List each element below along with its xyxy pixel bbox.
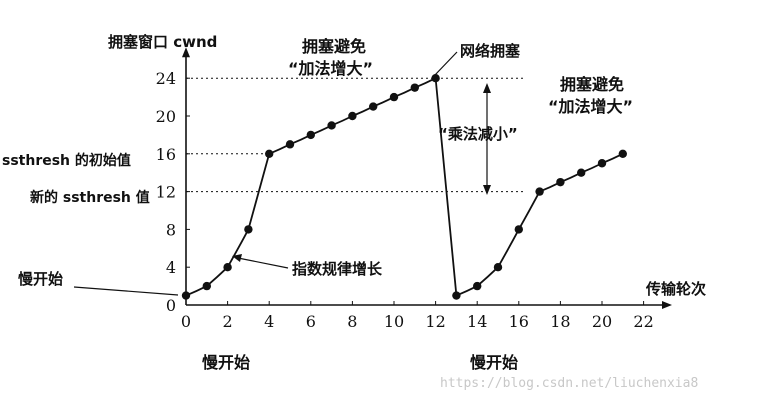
exponential-label: 指数规律增长	[292, 260, 383, 278]
slow-start-leader	[73, 286, 179, 296]
x-tick-label: 4	[264, 312, 274, 331]
x-tick-label: 2	[223, 312, 233, 331]
reference-lines	[186, 77, 525, 193]
data-point	[577, 168, 586, 177]
x-tick-label: 14	[467, 312, 487, 331]
data-point	[285, 140, 295, 149]
ca1-label-line2: “加法增大”	[288, 59, 373, 78]
data-point	[265, 149, 274, 158]
data-point	[369, 102, 378, 111]
x-tick-label: 20	[592, 312, 612, 331]
y-tick-label: 24	[156, 69, 176, 88]
congestion-leader	[433, 51, 458, 77]
data-point	[452, 291, 461, 300]
data-point	[493, 263, 503, 272]
data-point	[597, 159, 607, 168]
y-tick-label: 16	[156, 145, 176, 164]
multiplicative-arrow-down	[483, 185, 491, 195]
data-point	[244, 225, 253, 234]
multiplicative-label: “乘法减小”	[438, 125, 518, 143]
data-point	[306, 130, 315, 140]
ssthresh-initial-label: ssthresh 的初始值	[2, 152, 131, 169]
congestion-label: 网络拥塞	[460, 42, 521, 60]
x-tick-label: 18	[550, 312, 570, 331]
x-axis-label: 传输轮次	[645, 280, 706, 298]
ssthresh-new-label: 新的 ssthresh 值	[30, 189, 150, 206]
x-tick-label: 12	[425, 312, 445, 331]
x-tick-label: 22	[633, 312, 653, 331]
x-tick-label: 10	[384, 312, 404, 331]
y-tick-label: 20	[156, 107, 176, 126]
y-axis-label: 拥塞窗口 cwnd	[108, 33, 217, 51]
data-point	[348, 111, 357, 121]
data-point	[431, 74, 440, 83]
x-tick-label: 8	[347, 312, 357, 331]
multiplicative-arrow-up	[483, 83, 491, 93]
data-point	[410, 83, 419, 92]
data-point	[514, 225, 523, 234]
data-points	[181, 74, 627, 300]
data-point	[223, 263, 232, 272]
x-tick-label: 6	[306, 312, 316, 331]
data-point	[473, 281, 482, 291]
data-point	[389, 92, 399, 102]
slow-start-left-label: 慢开始	[18, 270, 63, 288]
data-point	[202, 281, 211, 291]
ca2-label-line2: “加法增大”	[548, 97, 633, 116]
y-tick-label: 12	[156, 183, 176, 202]
slow-start-bottom-label-2: 慢开始	[470, 353, 518, 372]
y-axis-arrow	[182, 47, 190, 58]
data-point	[556, 177, 565, 187]
x-tick-label: 0	[181, 312, 191, 331]
y-tick-label-zero: 0	[166, 296, 176, 315]
y-tick-label: 8	[166, 220, 176, 239]
data-point	[618, 149, 627, 158]
data-point	[535, 187, 544, 196]
x-axis-arrow	[662, 301, 672, 309]
y-tick-label: 4	[166, 258, 176, 277]
exponential-arrowhead	[232, 254, 242, 262]
exponential-arrow	[237, 257, 289, 269]
data-point	[181, 291, 191, 300]
data-point	[327, 121, 336, 130]
watermark: https://blog.csdn.net/liuchenxia8	[440, 376, 698, 391]
ca1-label-line1: 拥塞避免	[302, 37, 366, 56]
axes	[182, 47, 672, 309]
x-tick-label: 16	[509, 312, 529, 331]
ca2-label-line1: 拥塞避免	[560, 75, 624, 94]
slow-start-bottom-label-1: 慢开始	[202, 353, 250, 372]
